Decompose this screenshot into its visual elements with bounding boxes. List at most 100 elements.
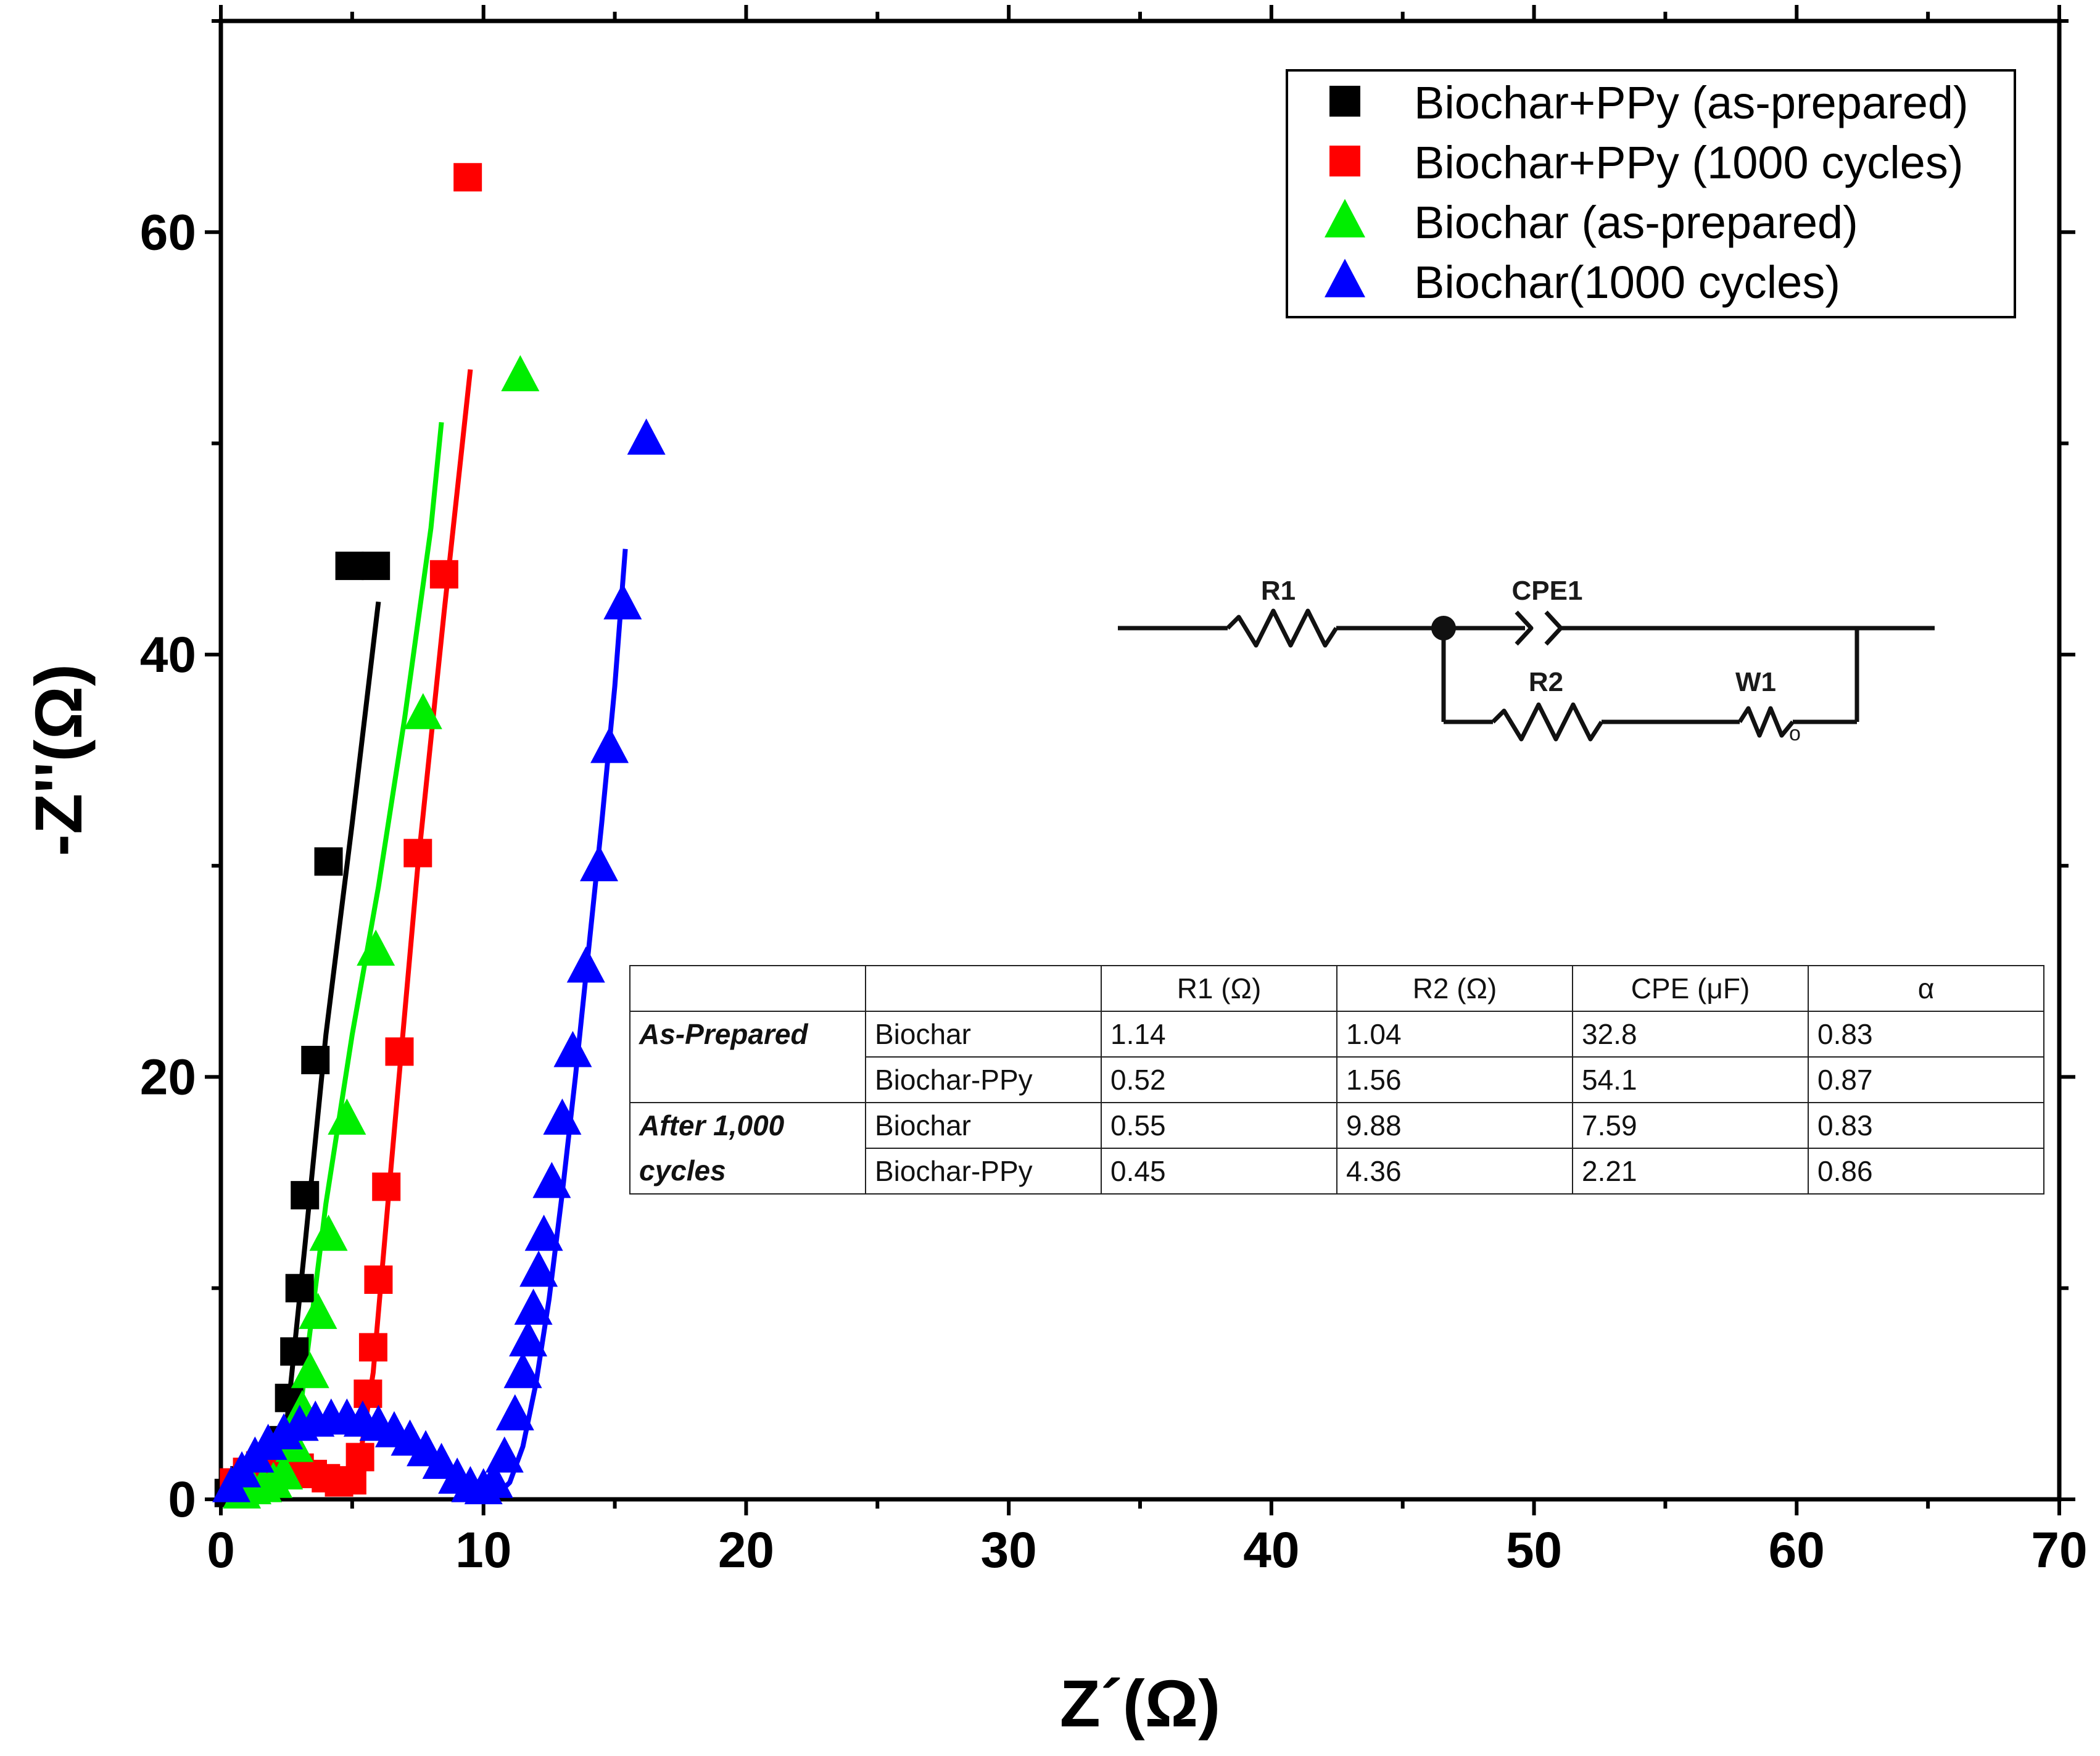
y-axis-title: -Z''(Ω) (21, 664, 96, 856)
table-cell-r1: 0.45 (1101, 1148, 1337, 1195)
data-point (345, 1443, 374, 1472)
data-point (335, 552, 364, 581)
legend-label: Biochar (as-prepared) (1414, 197, 1858, 248)
x-tick-label: 0 (207, 1522, 235, 1578)
w1-subscript: o (1789, 722, 1801, 745)
x-tick-label: 40 (1243, 1522, 1299, 1578)
data-point (249, 1423, 287, 1460)
table-cell-alpha: 0.86 (1808, 1148, 2044, 1195)
table-cell-r1: 1.14 (1101, 1011, 1337, 1058)
data-point (385, 1037, 414, 1066)
table-row: After 1,000 Biochar 0.55 9.88 7.59 0.83 (629, 1102, 2044, 1149)
x-tick-label: 20 (718, 1522, 774, 1578)
legend-box (1286, 69, 2016, 318)
cpe-symbol-right (1544, 610, 1563, 646)
group-label-after-cycles: After 1,000 (629, 1102, 866, 1148)
table-cell-alpha: 0.83 (1808, 1102, 2044, 1149)
table-header-cell (629, 965, 866, 1012)
data-point (503, 1352, 542, 1388)
table-cell-r2: 1.56 (1336, 1056, 1573, 1103)
data-point (429, 560, 458, 589)
table-cell-cpe: 32.8 (1572, 1011, 1809, 1058)
legend-label: Biochar+PPy (as-prepared) (1414, 77, 1969, 128)
table-cell-cpe: 2.21 (1572, 1148, 1809, 1195)
table-row: As-Prepared Biochar 1.14 1.04 32.8 0.83 (629, 1011, 2044, 1058)
data-point (328, 1098, 366, 1135)
data-point (357, 929, 395, 966)
table-cell-cpe: 7.59 (1572, 1102, 1809, 1149)
y-tick-label: 60 (140, 204, 196, 260)
data-point (362, 552, 391, 581)
data-point (285, 1274, 314, 1303)
legend-marker (1325, 259, 1365, 297)
data-point (364, 1265, 393, 1294)
legend-label: Biochar(1000 cycles) (1414, 257, 1840, 308)
data-point (403, 839, 432, 868)
table-cell-material: Biochar-PPy (865, 1148, 1102, 1195)
table-header-alpha: α (1808, 965, 2044, 1012)
data-point (509, 1320, 548, 1357)
data-point (566, 946, 605, 983)
data-point (372, 1172, 401, 1201)
x-tick-label: 70 (2031, 1522, 2087, 1578)
cpe-symbol-left (1515, 610, 1534, 646)
table-cell-r1: 0.55 (1101, 1102, 1337, 1149)
data-point (543, 1098, 582, 1135)
group-label-empty (629, 1057, 866, 1103)
w1-label: W1 (1735, 667, 1776, 697)
data-point (280, 1337, 309, 1366)
y-tick-label: 20 (140, 1049, 196, 1105)
table-header-row: R1 (Ω) R2 (Ω) CPE (μF) α (629, 965, 2044, 1012)
data-point (485, 1436, 524, 1473)
data-point (603, 583, 642, 619)
table-cell-material: Biochar (865, 1102, 1102, 1149)
x-tick-label: 30 (981, 1522, 1037, 1578)
data-point (474, 1462, 513, 1498)
data-point (291, 1352, 329, 1388)
group-label-as-prepared: As-Prepared (629, 1011, 866, 1057)
data-point (299, 1293, 337, 1329)
data-point (580, 845, 619, 882)
table-header-cpe: CPE (μF) (1572, 965, 1809, 1012)
y-tick-label: 40 (140, 627, 196, 683)
data-point (358, 1333, 387, 1362)
data-point (519, 1250, 558, 1287)
y-tick-label: 0 (168, 1472, 196, 1528)
table-cell-r2: 9.88 (1336, 1102, 1573, 1149)
data-point (514, 1288, 553, 1325)
data-point (309, 1214, 348, 1251)
x-axis-title: Z´(Ω) (1060, 1666, 1220, 1741)
data-point (314, 847, 343, 876)
fit-parameters-table: R1 (Ω) R2 (Ω) CPE (μF) α As-Prepared Bio… (629, 965, 2044, 1195)
table-cell-r1: 0.52 (1101, 1056, 1337, 1103)
equivalent-circuit: R1 CPE1 R2 W1 o (1118, 576, 1935, 745)
r1-resistor-symbol (1226, 608, 1338, 648)
group-label-cycles: cycles (629, 1148, 866, 1195)
cpe1-label: CPE1 (1512, 576, 1583, 606)
data-points (212, 163, 666, 1509)
table-cell-r2: 1.04 (1336, 1011, 1573, 1058)
table-row: cycles Biochar-PPy 0.45 4.36 2.21 0.86 (629, 1148, 2044, 1195)
x-tick-label: 10 (455, 1522, 511, 1578)
data-point (524, 1214, 563, 1251)
x-tick-label: 50 (1506, 1522, 1562, 1578)
fit-line (227, 369, 473, 1495)
legend: Biochar+PPy (as-prepared) Biochar+PPy (10… (1286, 69, 2016, 318)
w1-warburg-symbol (1738, 706, 1795, 738)
table-cell-alpha: 0.87 (1808, 1056, 2044, 1103)
data-point (403, 693, 442, 729)
table-cell-material: Biochar-PPy (865, 1056, 1102, 1103)
data-point (353, 1379, 382, 1408)
data-point (553, 1030, 592, 1067)
table-cell-alpha: 0.83 (1808, 1011, 2044, 1058)
r2-label: R2 (1529, 667, 1563, 697)
table-cell-cpe: 54.1 (1572, 1056, 1809, 1103)
data-point (265, 1453, 304, 1490)
fit-lines (224, 369, 628, 1499)
axis-ticks: 0 10 20 30 40 50 60 70 0 20 40 60 (140, 5, 2088, 1578)
data-point (501, 355, 540, 392)
legend-marker (1325, 199, 1365, 238)
table-cell-material: Biochar (865, 1011, 1102, 1058)
table-cell-r2: 4.36 (1336, 1148, 1573, 1195)
